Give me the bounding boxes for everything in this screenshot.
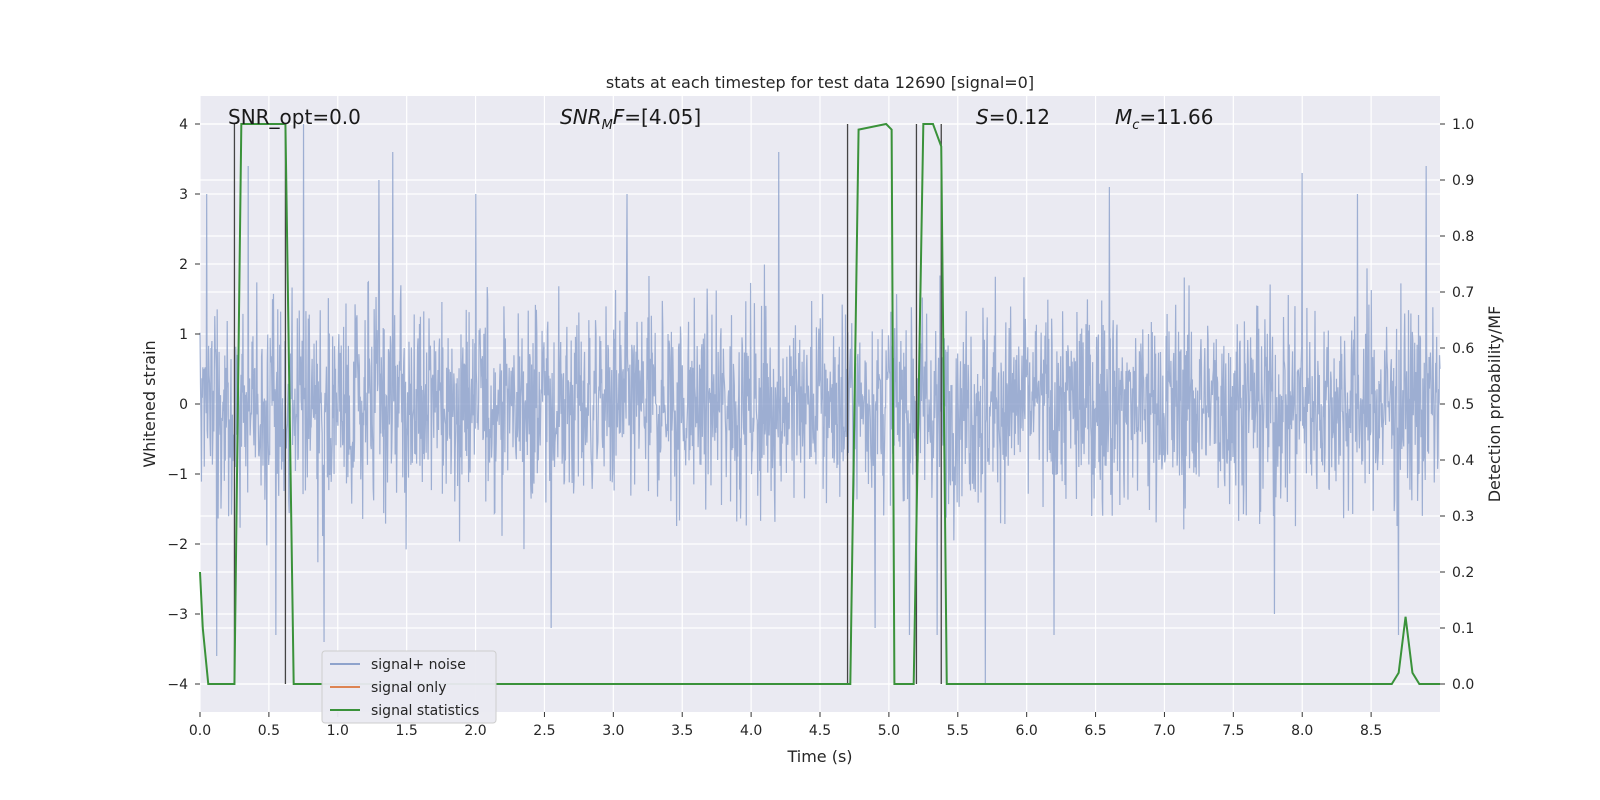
axis-layer: 0.0 0.5 1.0 1.5 2.0 2.5 3.0 3.5 4.0 4.5 5.0 5.5 6.0 6…: [167, 117, 1474, 739]
x-tick-label: 0.5: [258, 723, 280, 739]
x-tick-label: 1.5: [396, 723, 418, 739]
legend-box: [321, 650, 497, 724]
y-right-tick-label: 0.4: [1452, 453, 1474, 469]
chart-title: stats at each timestep for test data 126…: [606, 73, 1034, 92]
annotation-s: S=0.12: [976, 105, 1050, 129]
annotation-mc-value: =11.66: [1139, 105, 1213, 129]
y-right-tick-label: 0.3: [1452, 509, 1474, 525]
legend-label-signal-only: signal only: [371, 680, 446, 696]
y-right-tick-label: 0.0: [1452, 677, 1474, 693]
y-right-tick-label: 1.0: [1452, 117, 1474, 133]
x-tick-label: 4.0: [740, 723, 762, 739]
x-tick-label: 3.0: [602, 723, 624, 739]
x-tick-label: 0.0: [189, 723, 211, 739]
y-tick-label: −3: [167, 607, 188, 623]
x-tick-label: 7.0: [1153, 723, 1175, 739]
x-tick-label: 6.0: [1016, 723, 1038, 739]
legend-label-signal-statistics: signal statistics: [371, 703, 479, 719]
annotation-snr-mf-value: =[4.05]: [624, 105, 701, 129]
y-tick-label: −4: [167, 677, 188, 693]
y-right-tick-label: 0.5: [1452, 397, 1474, 413]
legend: signal+ noise signal only signal statist…: [321, 650, 497, 724]
x-tick-label: 2.5: [533, 723, 555, 739]
signal-statistics-series: [199, 122, 1440, 685]
x-tick-label: 8.5: [1360, 723, 1382, 739]
annotation-snr-mf: SNRMF=[4.05]: [560, 105, 701, 133]
x-tick-label: 2.0: [464, 723, 486, 739]
signal-noise-series: [199, 123, 1441, 685]
y-axis-right-label: Detection probability/MF: [1485, 306, 1504, 503]
x-axis-label: Time (s): [786, 747, 852, 766]
y-right-tick-label: 0.7: [1452, 285, 1474, 301]
y-tick-label: 2: [179, 257, 188, 273]
y-tick-label: −2: [167, 537, 188, 553]
y-axis-label: Whitened strain: [140, 340, 159, 467]
y-tick-label: 4: [179, 117, 188, 133]
x-tick-label: 7.5: [1222, 723, 1244, 739]
annotation-snr-opt: SNR_opt=0.0: [228, 105, 361, 129]
x-tick-label: 5.0: [878, 723, 900, 739]
y-right-tick-label: 0.8: [1452, 229, 1474, 245]
y-tick-label: 0: [179, 397, 188, 413]
legend-label-signal-noise: signal+ noise: [371, 657, 466, 673]
x-tick-label: 5.5: [947, 723, 969, 739]
annotation-s-value: =0.12: [989, 105, 1050, 129]
x-tick-label: 3.5: [671, 723, 693, 739]
annotation-mc: Mc=11.66: [1115, 105, 1213, 133]
x-tick-label: 6.5: [1084, 723, 1106, 739]
y-right-tick-label: 0.1: [1452, 621, 1474, 637]
y-right-tick-label: 0.9: [1452, 173, 1474, 189]
signal-noise-line: [199, 123, 1441, 685]
x-tick-label: 4.5: [809, 723, 831, 739]
x-tick-label: 1.0: [327, 723, 349, 739]
y-tick-label: 3: [179, 187, 188, 203]
y-tick-label: 1: [179, 327, 188, 343]
signal-statistics-line: [199, 122, 1440, 685]
x-tick-label: 8.0: [1291, 723, 1313, 739]
y-right-tick-label: 0.6: [1452, 341, 1474, 357]
y-tick-label: −1: [167, 467, 188, 483]
y-right-tick-label: 0.2: [1452, 565, 1474, 581]
vertical-markers: [233, 124, 942, 684]
